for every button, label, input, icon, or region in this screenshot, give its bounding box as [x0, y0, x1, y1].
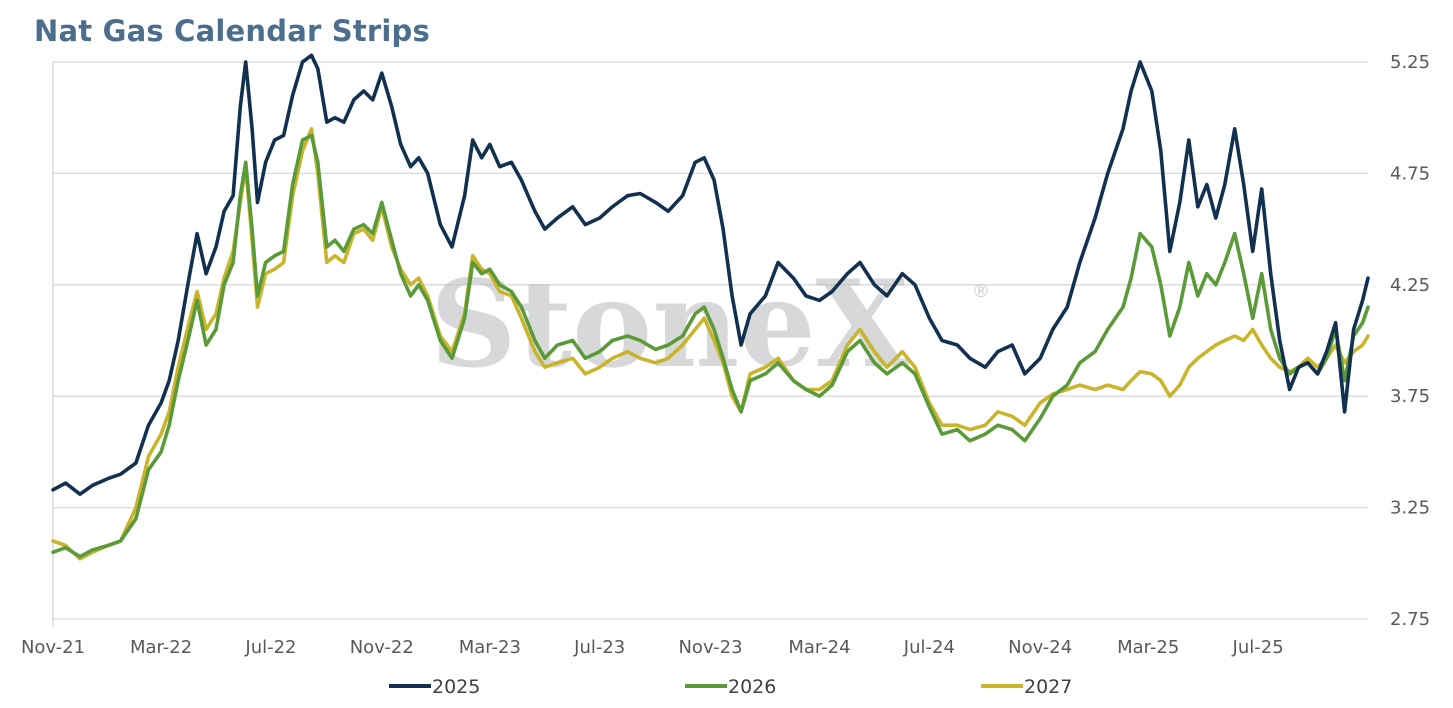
watermark-registered-mark: ®: [972, 281, 990, 302]
chart-title: Nat Gas Calendar Strips: [34, 14, 430, 48]
series-line-2025: [51, 53, 1370, 496]
series-lines: [51, 53, 1370, 561]
legend-label-2027: 2027: [1024, 676, 1072, 698]
watermark-text: StoneX: [430, 254, 909, 395]
x-tick-label: Jul-25: [1232, 637, 1284, 658]
y-tick-label: 5.25: [1390, 52, 1430, 73]
legend: 2025 2026 2027: [389, 676, 1072, 698]
y-tick-label: 2.75: [1390, 609, 1430, 630]
y-tick-label: 4.25: [1390, 275, 1430, 296]
x-axis-ticks: Nov-21 Mar-22 Jul-22 Nov-22 Mar-23 Jul-23 Nov-…: [21, 637, 1284, 658]
legend-label-2026: 2026: [728, 676, 776, 698]
y-tick-label: 3.25: [1390, 498, 1430, 519]
x-tick-label: Mar-22: [130, 637, 192, 658]
x-tick-label: Jul-22: [244, 637, 296, 658]
x-tick-label: Nov-22: [350, 637, 414, 658]
y-axis-ticks: 5.25 4.75 4.25 3.75 3.25 2.75: [1390, 52, 1430, 630]
legend-label-2025: 2025: [432, 676, 480, 698]
x-tick-label: Mar-23: [459, 637, 521, 658]
x-tick-label: Nov-23: [678, 637, 742, 658]
x-tick-label: Mar-24: [788, 637, 850, 658]
x-tick-label: Mar-25: [1117, 637, 1179, 658]
series-line-2027: [51, 127, 1370, 561]
x-tick-label: Jul-24: [903, 637, 955, 658]
y-tick-label: 3.75: [1390, 386, 1430, 407]
watermark: StoneX ®: [430, 254, 990, 395]
x-tick-label: Jul-23: [573, 637, 625, 658]
series-line-2026: [51, 133, 1370, 559]
x-tick-label: Nov-24: [1008, 637, 1072, 658]
y-tick-label: 4.75: [1390, 163, 1430, 184]
x-tick-label: Nov-21: [21, 637, 85, 658]
